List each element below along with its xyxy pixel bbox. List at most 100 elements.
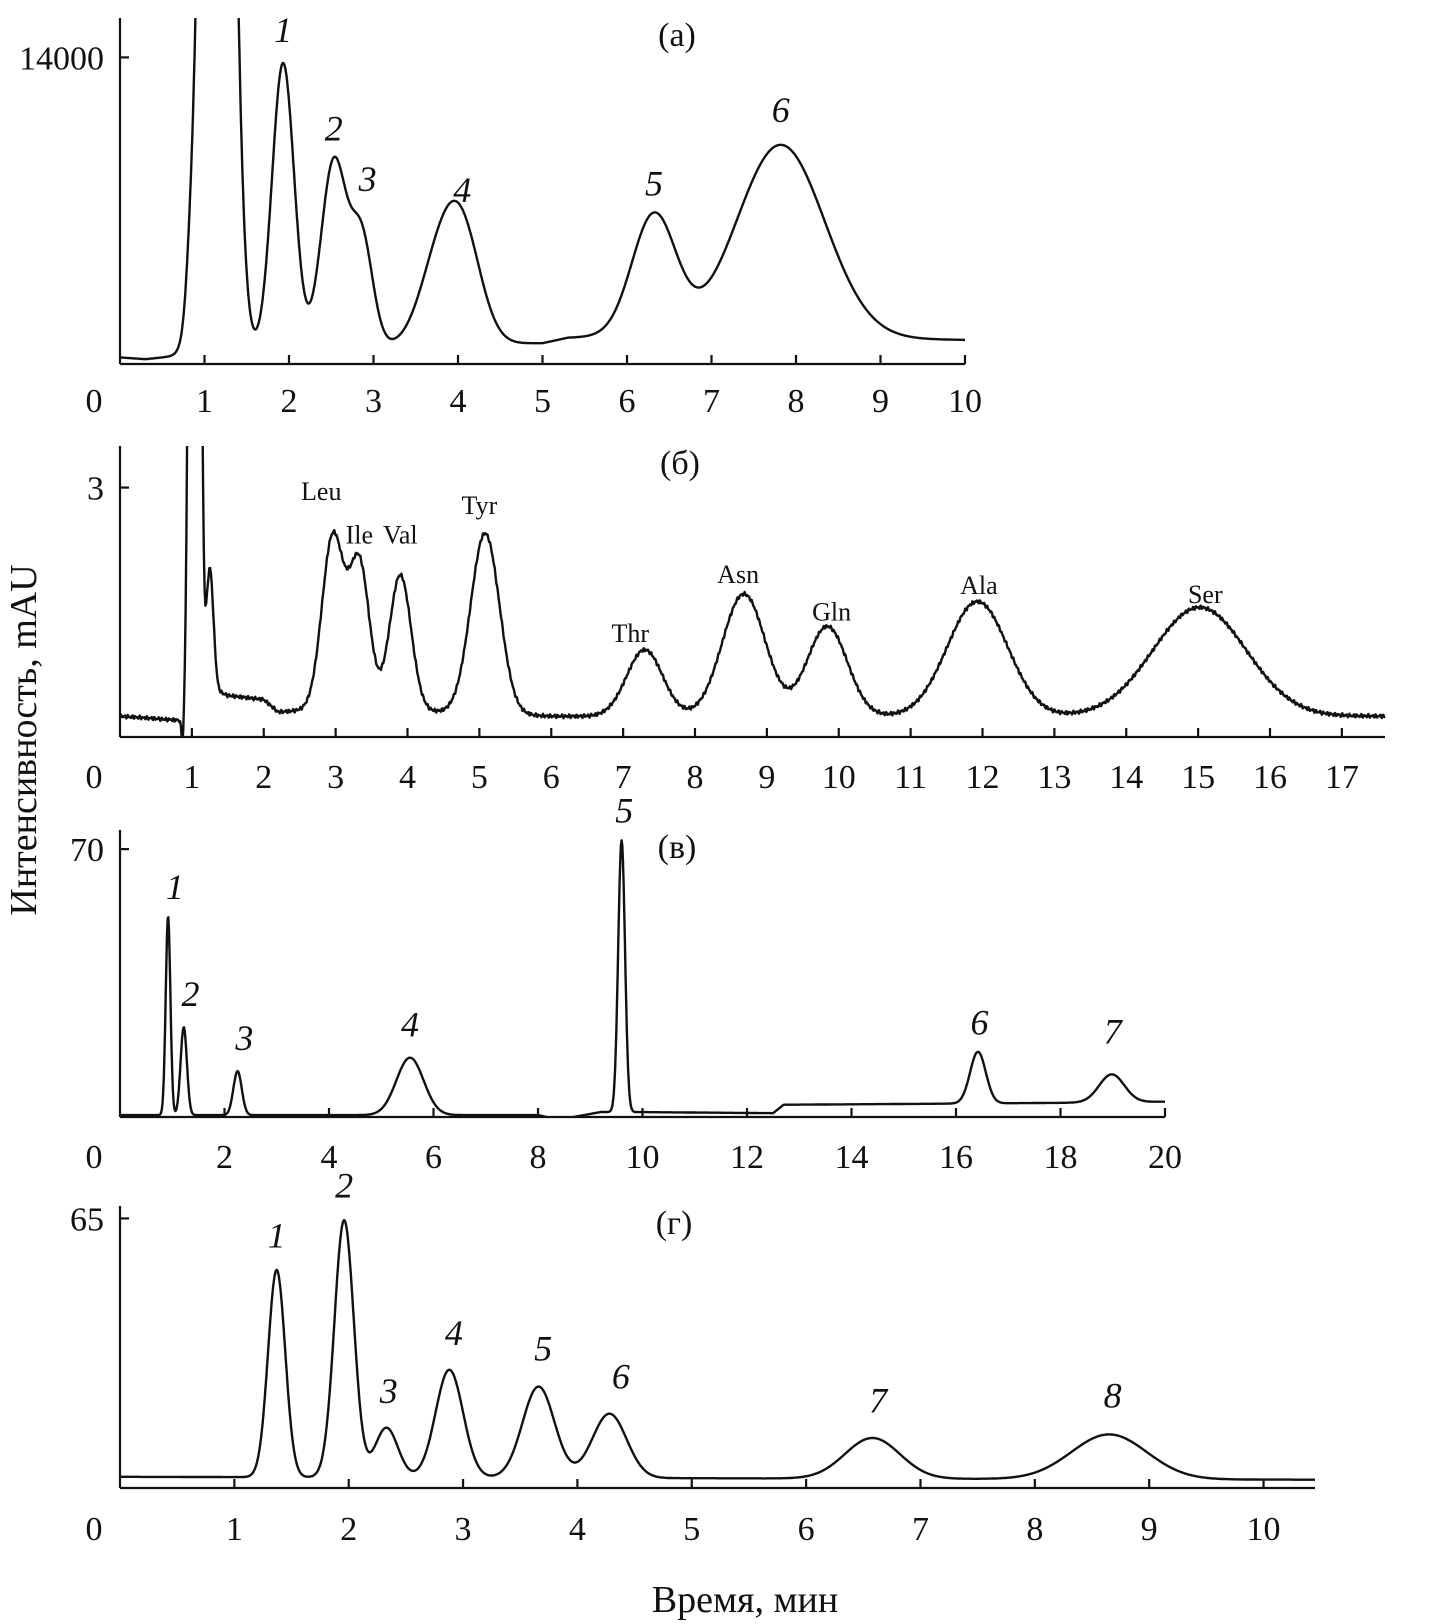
x-tick-label: 13 [1037,759,1071,796]
x-tick-label: 6 [425,1139,442,1176]
peak-label: Val [383,520,418,549]
x-tick-label: 8 [1026,1511,1043,1548]
peak-label: 6 [772,90,790,130]
peak-label: Ser [1188,580,1223,609]
x-tick-label: 6 [543,759,560,796]
peak-label: 1 [268,1215,286,1255]
peak-label: 1 [166,867,184,907]
x-tick-label: 3 [327,759,344,796]
peak-label: 5 [645,163,663,203]
x-tick-label: 0 [86,383,103,420]
peak-label: 7 [1104,1012,1124,1052]
peak-label: 3 [234,1018,253,1058]
panel-label: (г) [656,1205,693,1242]
x-tick-label: 12 [966,759,1000,796]
peak-label: 7 [869,1381,889,1421]
x-tick-label: 8 [788,383,805,420]
peak-label: 2 [325,109,343,149]
x-tick-label: 14 [835,1139,869,1176]
peak-label: 5 [534,1328,552,1368]
x-tick-label: 4 [450,383,467,420]
x-tick-label: 7 [615,759,632,796]
x-tick-label: 0 [86,1511,103,1548]
x-tick-label: 12 [730,1139,764,1176]
x-tick-label: 6 [798,1511,815,1548]
peak-label: 6 [971,1003,989,1043]
x-tick-label: 9 [1141,1511,1158,1548]
x-tick-label: 20 [1148,1139,1182,1176]
peak-label: Tyr [462,491,498,520]
x-tick-label: 10 [626,1139,660,1176]
chromatogram-trace [118,446,1386,737]
y-tick-label: 65 [70,1201,104,1238]
y-tick-label: 14000 [19,40,104,77]
peak-label: Gln [812,598,851,627]
x-tick-label: 11 [894,759,927,796]
x-tick-label: 2 [255,759,272,796]
x-tick-label: 0 [86,1139,103,1176]
peak-label: 5 [615,790,633,830]
y-tick-label: 70 [70,832,104,869]
peak-label: 6 [612,1356,630,1396]
peak-label: 4 [401,1005,419,1045]
x-tick-label: 1 [226,1511,243,1548]
x-tick-label: 3 [455,1511,472,1548]
x-tick-label: 17 [1325,759,1359,796]
x-tick-label: 4 [321,1139,338,1176]
x-tick-label: 14 [1109,759,1143,796]
x-axis-label: Время, мин [652,1579,838,1621]
panel-label: (в) [658,829,697,866]
x-tick-label: 5 [471,759,488,796]
panel-label: (а) [658,17,696,54]
x-tick-label: 5 [534,383,551,420]
peak-label: 1 [274,10,292,50]
x-tick-label: 4 [569,1511,586,1548]
x-tick-label: 1 [196,383,213,420]
peak-label: 2 [182,974,200,1014]
peak-label: Thr [612,619,650,648]
chromatogram-trace [119,839,1166,1117]
x-tick-label: 9 [872,383,889,420]
peak-label: Ala [960,571,998,600]
x-tick-label: 18 [1044,1139,1078,1176]
x-tick-label: 10 [948,383,982,420]
x-tick-label: 7 [703,383,720,420]
peak-label: 2 [335,1166,353,1206]
x-tick-label: 16 [1253,759,1287,796]
peak-label: Leu [301,477,341,506]
x-tick-label: 4 [399,759,416,796]
x-tick-label: 8 [687,759,704,796]
x-tick-label: 1 [183,759,200,796]
peak-label: 3 [379,1371,398,1411]
y-tick-label: 3 [87,471,104,508]
x-tick-label: 15 [1181,759,1215,796]
peak-label: 4 [445,1313,463,1353]
x-tick-label: 0 [86,759,103,796]
x-tick-label: 16 [939,1139,973,1176]
peak-label: Ile [346,520,373,549]
peak-label: Asn [717,560,759,589]
peak-label: 8 [1104,1376,1122,1416]
panel-label: (б) [660,445,700,482]
peak-label: 4 [453,170,471,210]
x-tick-label: 3 [365,383,382,420]
panel-g: 0 1 2 3 4 5 6 7 8 9 10 65 (г) 1 2 3 4 5 6 7 8 [70,1166,1316,1548]
x-tick-label: 2 [340,1511,357,1548]
peak-label: 3 [358,159,377,199]
x-tick-label: 7 [912,1511,929,1548]
chromatogram-trace [119,1219,1316,1481]
x-tick-label: 10 [1247,1511,1281,1548]
x-tick-label: 10 [822,759,856,796]
x-tick-label: 9 [758,759,775,796]
x-tick-label: 2 [216,1139,233,1176]
x-tick-label: 5 [683,1511,700,1548]
y-axis-label: Интенсивность, mAU [3,564,45,915]
x-tick-label: 6 [619,383,636,420]
chromatogram-trace [119,18,966,361]
x-tick-label: 8 [530,1139,547,1176]
